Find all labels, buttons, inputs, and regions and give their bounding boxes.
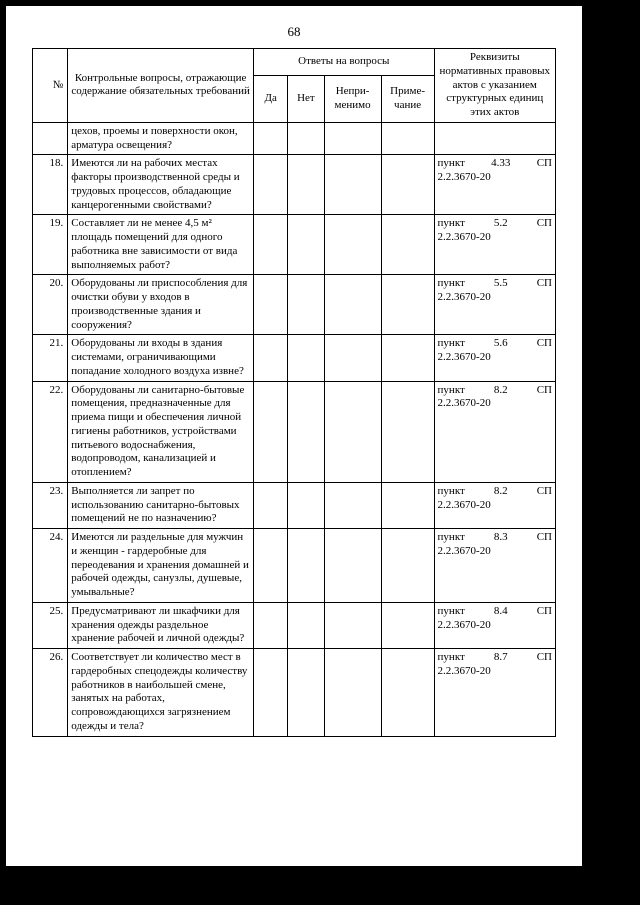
cell-answer	[288, 275, 324, 335]
cell-num: 24.	[33, 529, 68, 603]
table-row: цехов, проемы и поверхности окон, армату…	[33, 122, 556, 155]
cell-answer	[254, 529, 288, 603]
cell-num: 22.	[33, 381, 68, 482]
cell-question: Выполняется ли запрет по использованию с…	[68, 482, 254, 528]
cell-answer	[288, 649, 324, 737]
cell-question: Имеются ли раздельные для мужчин и женщи…	[68, 529, 254, 603]
table-row: 22.Оборудованы ли санитарно-бытовые поме…	[33, 381, 556, 482]
cell-answer	[254, 335, 288, 381]
cell-answer	[324, 122, 381, 155]
cell-answer	[381, 529, 434, 603]
cell-answer	[288, 529, 324, 603]
cell-ref: пункт8.2СП2.2.3670-20	[434, 381, 555, 482]
cell-num	[33, 122, 68, 155]
table-row: 20.Оборудованы ли приспособления для очи…	[33, 275, 556, 335]
header-num: №	[33, 49, 68, 123]
cell-question: Соответствует ли количество мест в гарде…	[68, 649, 254, 737]
cell-answer	[381, 649, 434, 737]
cell-answer	[324, 215, 381, 275]
header-nepri: Непри-менимо	[324, 75, 381, 122]
cell-answer	[381, 215, 434, 275]
cell-answer	[288, 215, 324, 275]
cell-question: Предусматривают ли шкафчики для хранения…	[68, 602, 254, 648]
cell-answer	[324, 275, 381, 335]
cell-answer	[288, 122, 324, 155]
table-row: 23.Выполняется ли запрет по использовани…	[33, 482, 556, 528]
cell-num: 18.	[33, 155, 68, 215]
header-da: Да	[254, 75, 288, 122]
table-row: 26.Соответствует ли количество мест в га…	[33, 649, 556, 737]
cell-ref: пункт8.7СП2.2.3670-20	[434, 649, 555, 737]
cell-num: 26.	[33, 649, 68, 737]
table-row: 25.Предусматривают ли шкафчики для хране…	[33, 602, 556, 648]
cell-answer	[254, 482, 288, 528]
checklist-table: № Контрольные вопросы, отражающие содерж…	[32, 48, 556, 737]
header-rekv: Реквизиты нормативных правовых актов с у…	[434, 49, 555, 123]
cell-answer	[324, 482, 381, 528]
cell-question: Оборудованы ли приспособления для очистк…	[68, 275, 254, 335]
cell-answer	[254, 155, 288, 215]
cell-ref: пункт8.2СП2.2.3670-20	[434, 482, 555, 528]
cell-answer	[254, 602, 288, 648]
table-row: 24.Имеются ли раздельные для мужчин и же…	[33, 529, 556, 603]
cell-ref: пункт8.4СП2.2.3670-20	[434, 602, 555, 648]
header-prime: Приме-чание	[381, 75, 434, 122]
table-row: 21.Оборудованы ли входы в здания система…	[33, 335, 556, 381]
cell-question: Оборудованы ли входы в здания системами,…	[68, 335, 254, 381]
cell-answer	[324, 381, 381, 482]
cell-answer	[288, 482, 324, 528]
table-row: 19.Составляет ли не менее 4,5 м² площадь…	[33, 215, 556, 275]
cell-answer	[381, 122, 434, 155]
cell-ref: пункт5.2СП2.2.3670-20	[434, 215, 555, 275]
cell-num: 21.	[33, 335, 68, 381]
cell-answer	[381, 335, 434, 381]
cell-answer	[254, 122, 288, 155]
cell-num: 25.	[33, 602, 68, 648]
cell-question: Имеются ли на рабочих местах факторы про…	[68, 155, 254, 215]
document-page: 68 № Контрольные вопросы, отражающие сод…	[6, 6, 582, 866]
cell-answer	[254, 215, 288, 275]
cell-answer	[288, 335, 324, 381]
header-question: Контрольные вопросы, отражающие содержан…	[68, 49, 254, 123]
cell-ref: пункт8.3СП2.2.3670-20	[434, 529, 555, 603]
cell-question: Оборудованы ли санитарно-бытовые помещен…	[68, 381, 254, 482]
cell-answer	[381, 482, 434, 528]
cell-answer	[254, 649, 288, 737]
cell-num: 20.	[33, 275, 68, 335]
header-answers: Ответы на вопросы	[254, 49, 435, 76]
cell-num: 19.	[33, 215, 68, 275]
cell-ref: пункт5.6СП2.2.3670-20	[434, 335, 555, 381]
cell-answer	[381, 155, 434, 215]
cell-answer	[324, 155, 381, 215]
cell-answer	[381, 275, 434, 335]
cell-ref: пункт4.33СП2.2.3670-20	[434, 155, 555, 215]
cell-answer	[381, 602, 434, 648]
header-net: Нет	[288, 75, 324, 122]
cell-question: Составляет ли не менее 4,5 м² площадь по…	[68, 215, 254, 275]
cell-answer	[324, 602, 381, 648]
table-row: 18.Имеются ли на рабочих местах факторы …	[33, 155, 556, 215]
cell-num: 23.	[33, 482, 68, 528]
cell-answer	[288, 155, 324, 215]
cell-answer	[324, 335, 381, 381]
cell-answer	[288, 381, 324, 482]
cell-answer	[324, 649, 381, 737]
cell-answer	[381, 381, 434, 482]
cell-ref	[434, 122, 555, 155]
page-number: 68	[32, 24, 556, 40]
cell-answer	[288, 602, 324, 648]
table-body: цехов, проемы и поверхности окон, армату…	[33, 122, 556, 736]
cell-answer	[254, 275, 288, 335]
cell-ref: пункт5.5СП2.2.3670-20	[434, 275, 555, 335]
cell-question: цехов, проемы и поверхности окон, армату…	[68, 122, 254, 155]
cell-answer	[324, 529, 381, 603]
cell-answer	[254, 381, 288, 482]
